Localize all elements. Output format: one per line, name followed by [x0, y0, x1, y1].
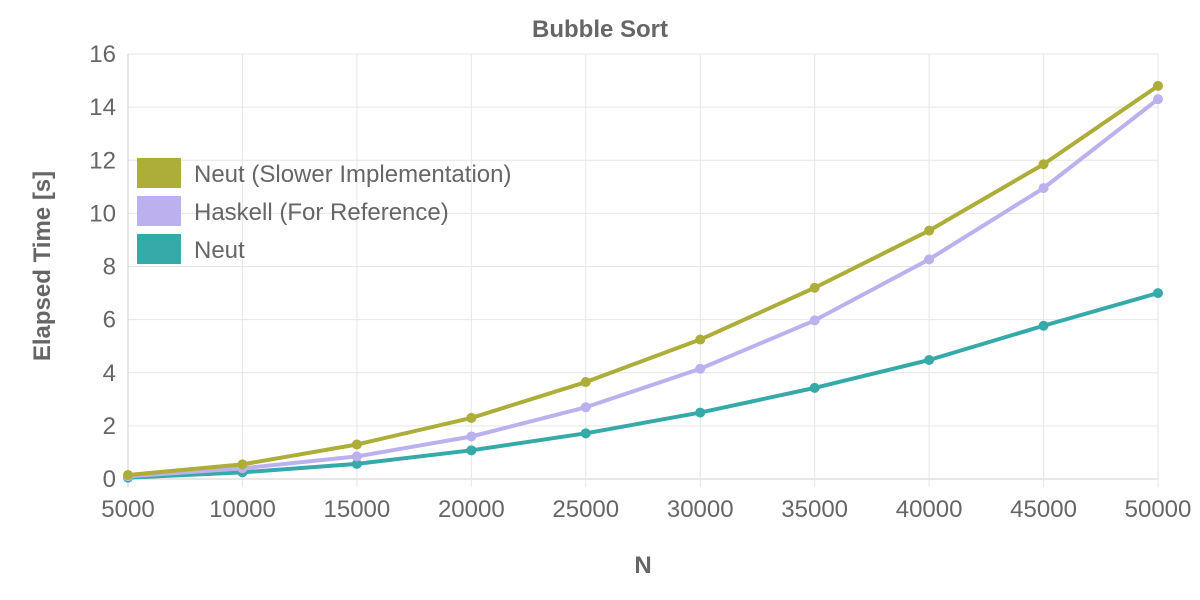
data-point [809, 315, 820, 326]
x-tick-label: 15000 [324, 496, 391, 523]
data-point [924, 355, 935, 365]
y-tick-label: 10 [89, 200, 116, 227]
data-point [466, 431, 477, 442]
legend-label: Haskell (For Reference) [194, 199, 449, 226]
axes: 0 2 4 6 8 10 12 14 16 5000 10000 15000 20000 25000 300… [89, 41, 1191, 523]
data-point [466, 445, 477, 456]
y-tick-label: 6 [103, 307, 116, 334]
y-tick-label: 12 [89, 147, 116, 174]
x-tick-label: 45000 [1010, 496, 1077, 523]
y-tick-label: 16 [89, 41, 116, 68]
data-point [1038, 320, 1049, 331]
data-point [351, 451, 362, 462]
x-tick-label: 30000 [667, 496, 734, 523]
legend-label: Neut (Slower Implementation) [194, 161, 511, 188]
legend-swatch [137, 158, 181, 188]
data-point [1153, 288, 1163, 299]
legend-swatch [137, 196, 181, 226]
y-tick-label: 2 [103, 413, 116, 440]
x-tick-label: 35000 [781, 496, 848, 523]
data-point [580, 428, 591, 439]
series [123, 80, 1163, 483]
data-point [695, 334, 706, 345]
legend[interactable]: Neut (Slower Implementation) Haskell (For… [137, 158, 511, 264]
y-tick-label: 4 [103, 360, 116, 387]
data-point [237, 459, 248, 470]
data-point [351, 439, 362, 450]
x-axis-title: N [634, 552, 651, 579]
y-tick-label: 8 [103, 254, 116, 281]
series-line [126, 291, 1160, 480]
data-point [1038, 183, 1049, 194]
x-tick-label: 40000 [896, 496, 963, 523]
legend-label: Neut [194, 237, 245, 264]
data-point [123, 470, 133, 481]
data-point [1153, 80, 1163, 91]
y-tick-label: 0 [103, 466, 116, 493]
grid [127, 53, 1159, 487]
data-point [809, 382, 820, 393]
y-axis-title: Elapsed Time [s] [29, 171, 56, 361]
series-line [126, 97, 1160, 479]
data-point [1153, 94, 1163, 105]
data-point [695, 407, 706, 418]
data-point [695, 363, 706, 374]
data-point [580, 377, 591, 388]
x-tick-label: 50000 [1125, 496, 1192, 523]
data-point [1038, 159, 1049, 170]
x-tick-label: 10000 [209, 496, 276, 523]
data-point [809, 282, 820, 293]
series-line [126, 83, 1160, 478]
x-tick-label: 25000 [552, 496, 619, 523]
chart-title: Bubble Sort [532, 16, 668, 43]
data-point [924, 225, 935, 236]
data-point [580, 402, 591, 413]
data-point [466, 412, 477, 423]
data-point [924, 254, 935, 265]
legend-swatch [137, 234, 181, 264]
y-tick-label: 14 [89, 94, 116, 121]
data-point [351, 458, 362, 469]
x-tick-label: 20000 [438, 496, 505, 523]
x-tick-label: 5000 [101, 496, 154, 523]
